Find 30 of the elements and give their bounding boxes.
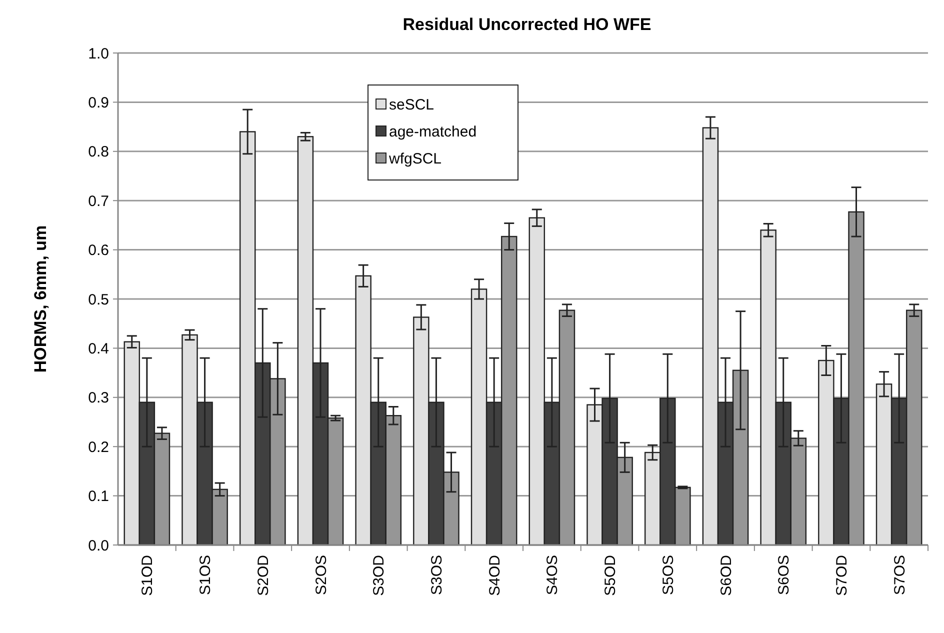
x-tick-label: S5OD — [602, 554, 620, 596]
y-tick-label: 0.4 — [88, 340, 109, 358]
x-tick-label: S1OS — [197, 555, 214, 596]
y-tick-label: 0.5 — [88, 291, 109, 308]
x-tick-label: S5OS — [660, 555, 677, 596]
legend-label: age-matched — [389, 123, 477, 140]
x-tick-label: S3OD — [370, 554, 388, 596]
x-tick-label: S7OD — [833, 554, 850, 596]
x-tick-label: S3OS — [428, 555, 446, 596]
y-tick-label: 0.6 — [88, 242, 109, 260]
y-tick-label: 0.1 — [88, 488, 109, 506]
x-tick-label: S2OD — [254, 554, 272, 596]
x-tick-label: S4OS — [544, 555, 562, 596]
x-tick-label: S6OS — [776, 555, 793, 596]
y-tick-label: 1.0 — [88, 45, 109, 62]
y-tick-label: 0.2 — [88, 438, 109, 456]
legend-label: wfgSCL — [388, 150, 442, 168]
x-tick-label: S6OD — [718, 554, 735, 596]
y-tick-label: 0.0 — [88, 537, 109, 554]
x-tick-label: S4OD — [486, 554, 504, 596]
x-tick-label: S7OS — [891, 555, 908, 596]
legend-label: seSCL — [389, 96, 434, 114]
y-tick-label: 0.9 — [88, 94, 109, 112]
x-tick-label: S1OD — [139, 554, 156, 596]
chart-title: Residual Uncorrected HO WFE — [402, 15, 652, 34]
y-tick-label: 0.7 — [88, 192, 109, 210]
y-axis-title: HORMS, 6mm, um — [31, 225, 50, 373]
y-tick-label: 0.3 — [88, 390, 109, 407]
x-tick-label: S2OS — [312, 555, 330, 596]
y-tick-label: 0.8 — [88, 144, 109, 161]
